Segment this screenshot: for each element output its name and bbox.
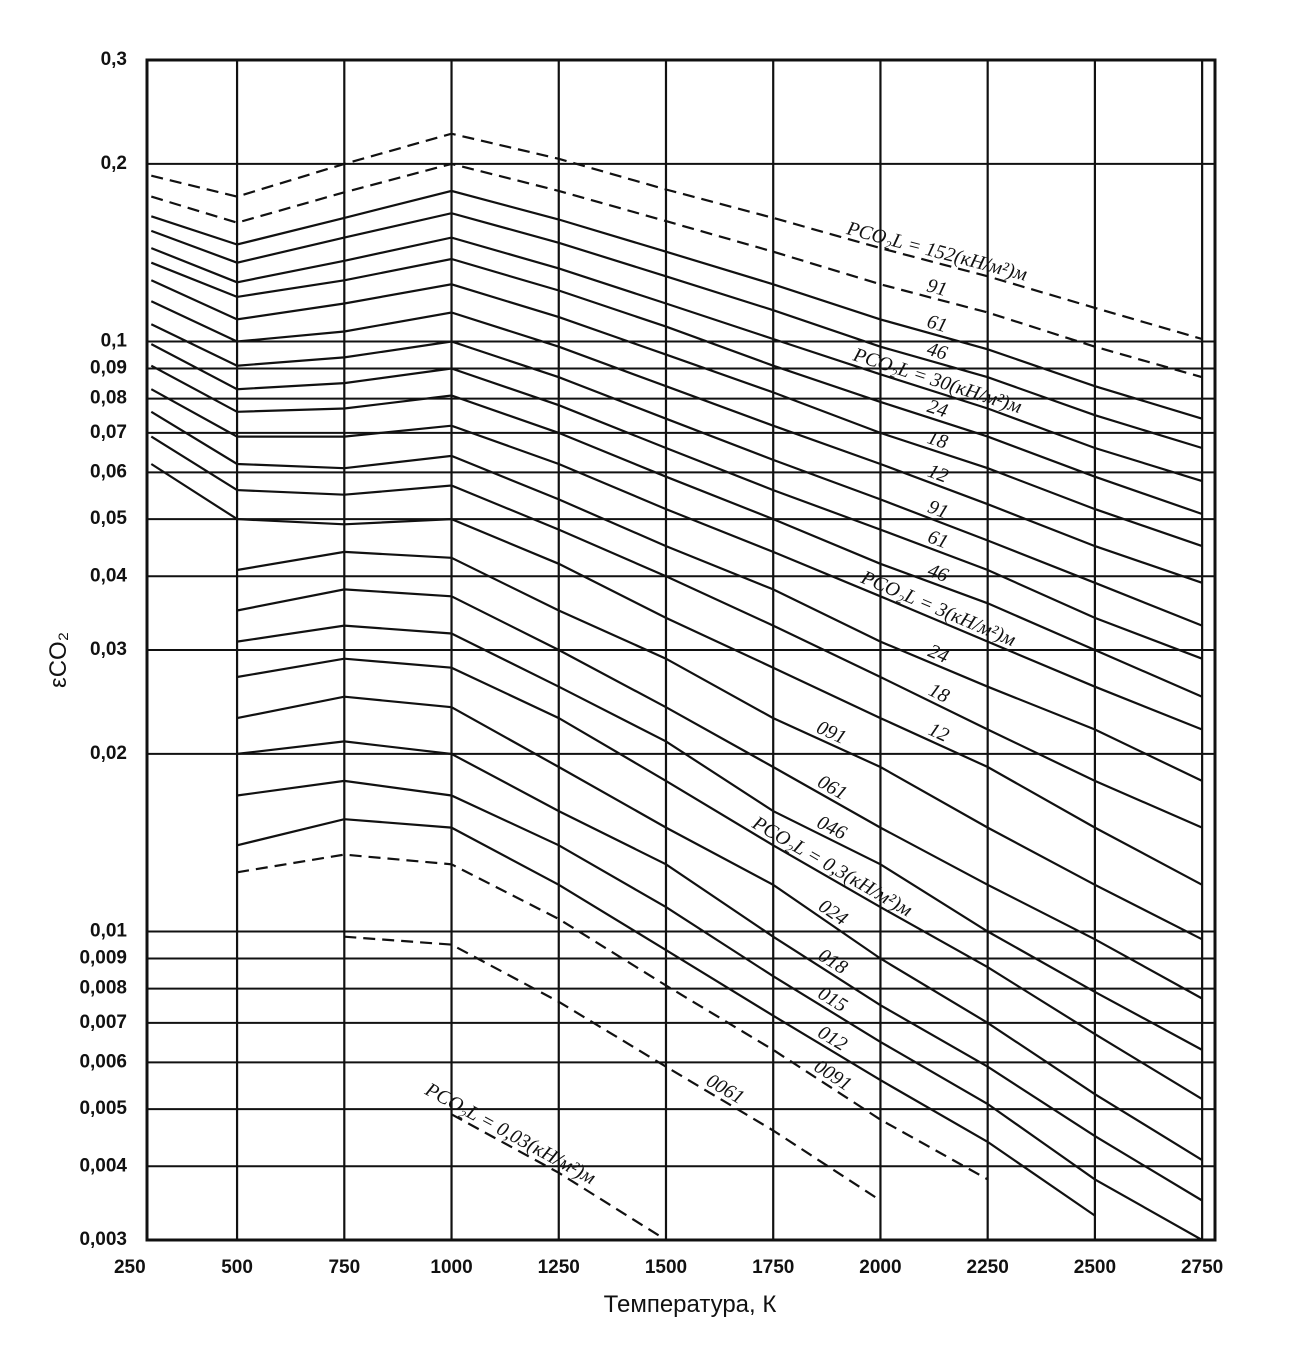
curve — [150, 364, 1203, 698]
curve — [150, 257, 1203, 516]
curve — [236, 588, 1203, 1000]
curve — [150, 279, 1203, 548]
curve — [150, 463, 1203, 886]
curve — [450, 1113, 667, 1240]
curve — [150, 162, 1203, 379]
curve — [151, 132, 1203, 341]
y-tick-label: 0,006 — [79, 1051, 127, 1072]
y-tick-label: 0,009 — [79, 948, 127, 969]
curve — [150, 343, 1203, 660]
x-tick-label: 500 — [221, 1257, 253, 1278]
curve — [236, 740, 1203, 1202]
curve-label: 018 — [814, 944, 851, 979]
y-tick-label: 0,05 — [90, 508, 127, 529]
curve-label: 12 — [925, 460, 951, 488]
curve-label: 091 — [813, 716, 849, 748]
y-tick-label: 0,03 — [90, 639, 127, 660]
curve-label: 12 — [925, 718, 952, 746]
x-tick-label: 1000 — [430, 1257, 472, 1278]
x-tick-label: 2000 — [859, 1257, 901, 1278]
curve-label: 015 — [814, 982, 851, 1016]
curve — [150, 212, 1203, 450]
y-tick-label: 0,08 — [90, 388, 127, 409]
curve — [236, 818, 1096, 1217]
x-tick-label: 1500 — [645, 1257, 687, 1278]
y-tick-label: 0,007 — [79, 1012, 127, 1033]
curve-label: 61 — [925, 526, 951, 554]
curve-label: PCO₂L = 0,03(кН/м²)м — [421, 1078, 600, 1189]
curve — [236, 550, 1203, 941]
curve — [150, 300, 1203, 584]
y-tick-label: 0,1 — [101, 331, 128, 352]
y-tick-label: 0,09 — [90, 358, 127, 379]
x-tick-label: 1750 — [752, 1257, 794, 1278]
x-tick-label: 250 — [114, 1257, 146, 1278]
curve-label: 024 — [814, 895, 851, 930]
curve-label: 061 — [814, 771, 851, 805]
x-tick-label: 2250 — [967, 1257, 1009, 1278]
curve — [236, 853, 989, 1181]
y-tick-label: 0,06 — [90, 461, 127, 482]
curve-label: 046 — [813, 811, 850, 844]
y-tick-label: 0,004 — [79, 1155, 127, 1176]
y-tick-label: 0,07 — [90, 422, 127, 443]
curve — [150, 236, 1203, 483]
curve-label: 24 — [925, 640, 952, 668]
x-tick-label: 750 — [328, 1257, 360, 1278]
y-tick-label: 0,008 — [79, 978, 127, 999]
curve — [344, 935, 882, 1202]
curve — [150, 323, 1203, 627]
curve — [150, 189, 1203, 420]
curve — [236, 657, 1203, 1101]
y-tick-label: 0,005 — [79, 1098, 127, 1119]
curve — [236, 779, 1203, 1240]
y-tick-label: 0,003 — [79, 1229, 127, 1250]
curve-label: 012 — [814, 1021, 851, 1055]
curves — [150, 132, 1203, 1240]
x-tick-label: 2750 — [1181, 1257, 1223, 1278]
curve — [150, 410, 1203, 782]
y-tick-label: 0,2 — [101, 153, 127, 174]
curve-label: 46 — [925, 559, 951, 587]
curve — [236, 695, 1203, 1161]
x-tick-label: 2500 — [1074, 1257, 1116, 1278]
y-tick-label: 0,3 — [101, 49, 127, 70]
y-tick-label: 0,04 — [90, 565, 127, 586]
y-axis-title: εCO₂ — [45, 632, 72, 688]
curve — [150, 435, 1203, 829]
curve-label: 18 — [925, 679, 953, 708]
curve — [150, 388, 1203, 731]
curve — [236, 624, 1203, 1051]
y-tick-label: 0,01 — [90, 921, 127, 942]
y-tick-label: 0,02 — [90, 743, 127, 764]
x-axis-title: Температура, К — [604, 1291, 777, 1318]
x-tick-label: 1250 — [538, 1257, 580, 1278]
